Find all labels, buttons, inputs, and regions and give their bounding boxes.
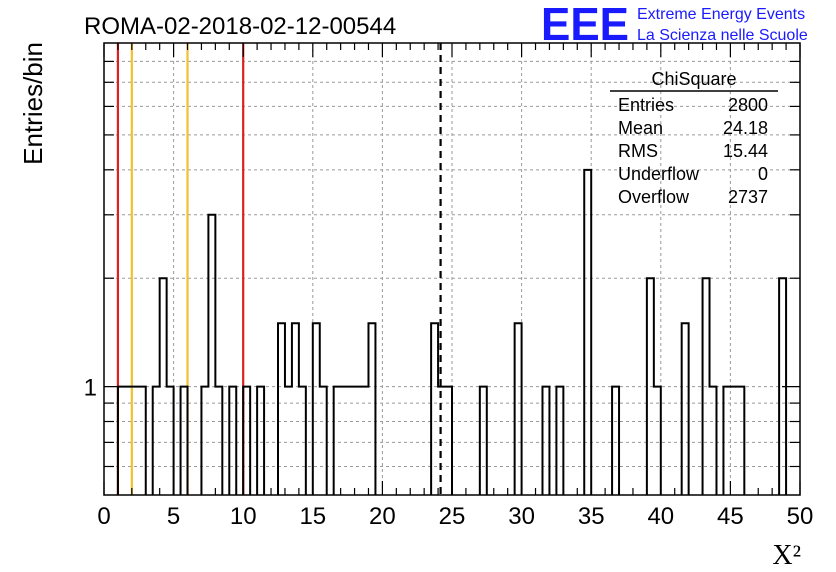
stats-label: Mean [618,118,663,138]
stats-box: ChiSquare Entries 2800 Mean 24.18 RMS 15… [610,69,778,207]
x-tick-label: 20 [369,503,396,530]
stats-label: Underflow [618,164,700,184]
x-tick-label: 10 [230,503,257,530]
x-tick-label: 0 [97,503,110,530]
x-tick-label: 5 [167,503,180,530]
stats-value: 2800 [728,95,768,115]
logo-line-2: La Scienza nelle Scuole [637,27,808,44]
x-tick-label: 25 [439,503,466,530]
x-tick-label: 35 [578,503,605,530]
stats-label: Overflow [618,187,690,207]
x-axis-label: X² [772,540,801,571]
y-tick-label: 1 [84,375,97,402]
plot-frame [103,42,801,496]
x-tick-label: 40 [647,503,674,530]
logo-line-1: Extreme Energy Events [637,6,805,23]
y-tick-labels: 1 [84,375,97,402]
stats-title: ChiSquare [651,69,736,89]
x-tick-label: 45 [717,503,744,530]
stats-value: 0 [758,164,768,184]
stats-value: 15.44 [723,141,768,161]
eee-logo: EEE Extreme Energy Events La Scienza nel… [541,0,808,50]
axis-ticks [103,43,801,495]
stats-row: Overflow 2737 [618,187,768,207]
stats-row: Entries 2800 [618,95,768,115]
stats-value: 2737 [728,187,768,207]
x-tick-label: 30 [508,503,535,530]
histogram-outline [116,168,788,495]
x-tick-labels: 0 5 10 15 20 25 30 35 40 45 50 [97,503,813,530]
stats-label: RMS [618,141,658,161]
stats-row: RMS 15.44 [618,141,768,161]
stats-label: Entries [618,95,674,115]
y-axis-label: Entries/bin [18,42,48,165]
x-tick-label: 50 [787,503,814,530]
logo-mark: EEE [541,0,629,50]
chart-title: ROMA-02-2018-02-12-00544 [84,13,396,40]
stats-row: Mean 24.18 [618,118,768,138]
x-tick-label: 15 [299,503,326,530]
stats-value: 24.18 [723,118,768,138]
stats-row: Underflow 0 [618,164,768,184]
